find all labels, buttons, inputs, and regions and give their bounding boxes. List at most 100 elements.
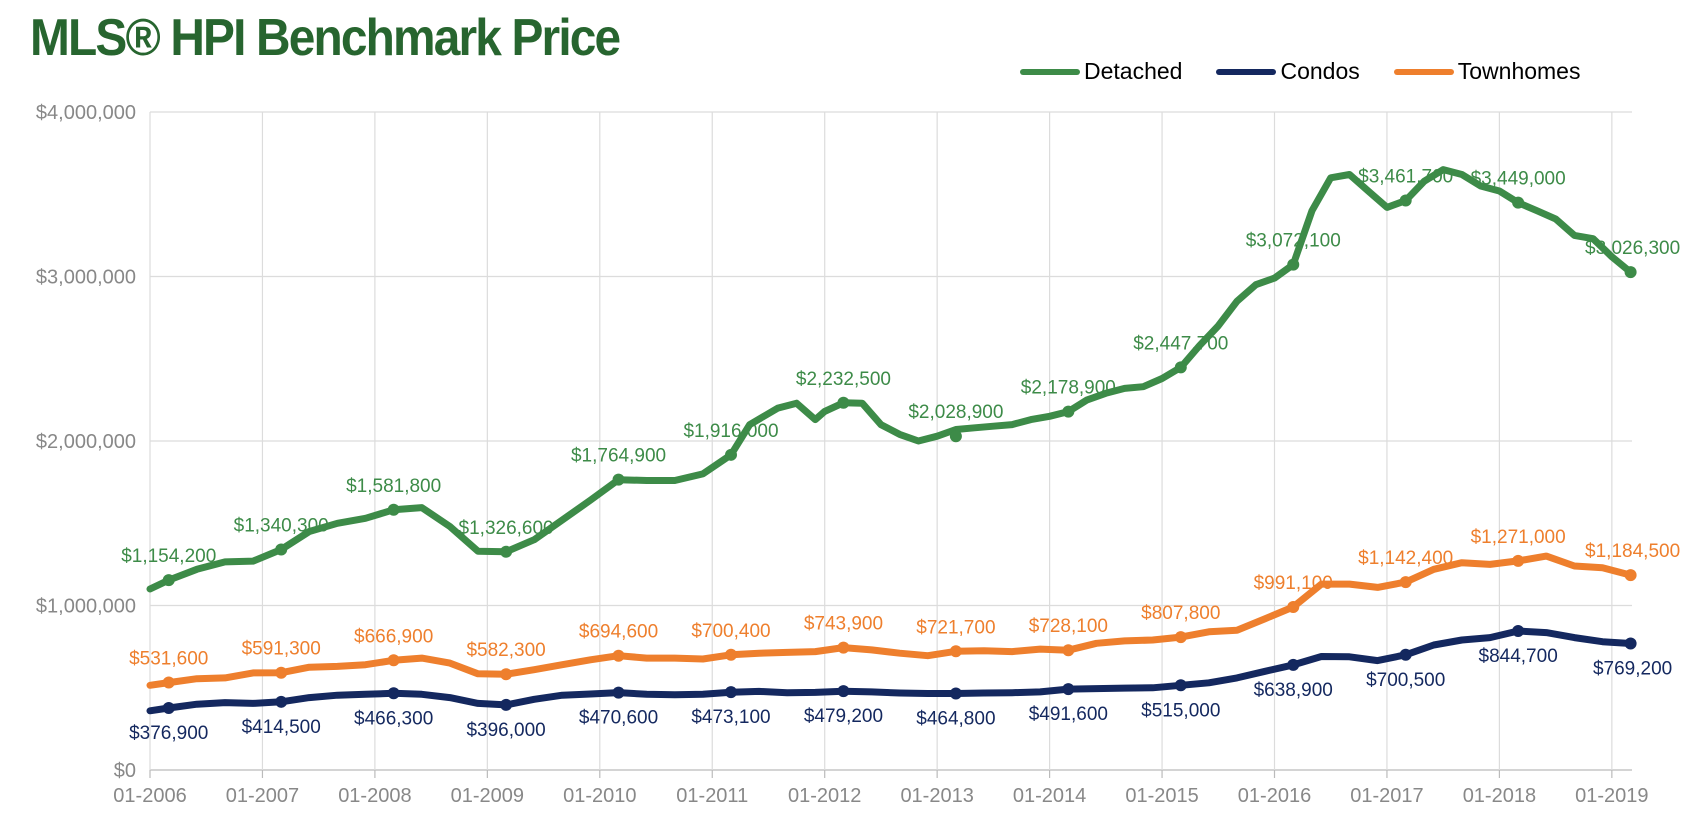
legend-label-detached: Detached (1084, 58, 1183, 84)
data-marker-condos (1062, 683, 1075, 696)
legend-swatch-detached (1020, 68, 1080, 75)
data-label-townhomes: $700,400 (691, 621, 770, 642)
series-line-townhomes (146, 552, 1635, 689)
data-marker-townhomes (837, 641, 850, 654)
data-marker-detached (500, 545, 513, 558)
data-marker-condos (500, 698, 513, 711)
data-label-detached: $1,326,600 (459, 518, 554, 539)
data-label-townhomes: $591,300 (242, 639, 321, 660)
data-label-townhomes: $807,800 (1141, 603, 1220, 624)
data-marker-townhomes (275, 666, 288, 679)
data-marker-detached (387, 503, 400, 516)
x-tick-label: 01-2013 (900, 785, 973, 807)
data-marker-detached (837, 396, 850, 409)
x-tick-label: 01-2010 (563, 785, 636, 807)
legend-item-condos: Condos (1216, 58, 1360, 85)
data-label-detached: $1,764,900 (571, 446, 666, 467)
data-marker-condos (837, 685, 850, 698)
data-marker-townhomes (387, 654, 400, 667)
data-label-townhomes: $728,100 (1029, 616, 1108, 637)
legend-item-detached: Detached (1020, 58, 1182, 85)
data-label-condos: $396,000 (466, 720, 545, 741)
data-label-condos: $491,600 (1029, 704, 1108, 725)
data-marker-townhomes (949, 645, 962, 658)
x-tick-label: 01-2007 (226, 785, 299, 807)
data-marker-condos (1287, 658, 1300, 671)
y-tick-label: $0 (114, 760, 136, 782)
data-label-condos: $700,500 (1366, 670, 1445, 691)
data-marker-condos (275, 695, 288, 708)
data-marker-detached (162, 574, 175, 587)
data-label-townhomes: $582,300 (466, 640, 545, 661)
x-tick-label: 01-2015 (1125, 785, 1198, 807)
data-label-condos: $638,900 (1254, 680, 1333, 701)
data-marker-townhomes (162, 676, 175, 689)
y-tick-label: $1,000,000 (36, 596, 136, 618)
data-marker-condos (1399, 648, 1412, 661)
data-label-townhomes: $694,600 (579, 622, 658, 643)
data-label-condos: $470,600 (579, 708, 658, 729)
data-marker-detached (1512, 196, 1525, 209)
chart-legend: Detached Condos Townhomes (1020, 58, 1614, 85)
data-marker-detached (1624, 266, 1637, 279)
data-marker-townhomes (1287, 600, 1300, 613)
x-tick-label: 01-2019 (1575, 785, 1648, 807)
legend-swatch-townhomes (1393, 68, 1454, 75)
x-tick-label: 01-2006 (113, 785, 186, 807)
data-marker-townhomes (1512, 554, 1525, 567)
data-marker-townhomes (724, 648, 737, 661)
data-label-detached: $2,028,900 (908, 402, 1003, 423)
x-tick-label: 01-2016 (1238, 785, 1311, 807)
data-marker-condos (949, 687, 962, 700)
data-marker-detached (724, 448, 737, 461)
data-label-condos: $844,700 (1479, 646, 1558, 667)
data-label-condos: $376,900 (129, 723, 208, 744)
x-tick-label: 01-2018 (1463, 785, 1536, 807)
data-marker-detached (1287, 258, 1300, 271)
data-marker-detached (1062, 405, 1075, 418)
data-marker-condos (612, 686, 625, 699)
data-marker-condos (1512, 625, 1525, 638)
data-label-detached: $3,461,700 (1358, 167, 1453, 188)
data-marker-detached (1174, 361, 1187, 374)
legend-item-townhomes: Townhomes (1393, 58, 1581, 85)
data-marker-condos (724, 686, 737, 699)
x-tick-label: 01-2017 (1350, 785, 1423, 807)
chart-title: MLS® HPI Benchmark Price (30, 9, 621, 67)
data-marker-detached (949, 430, 962, 443)
series-line-detached (146, 166, 1635, 593)
y-tick-label: $2,000,000 (36, 431, 136, 453)
data-label-detached: $3,072,100 (1246, 231, 1341, 252)
data-marker-condos (387, 687, 400, 700)
data-label-townhomes: $666,900 (354, 626, 433, 647)
data-marker-townhomes (1174, 631, 1187, 644)
data-label-detached: $1,916,000 (683, 421, 778, 442)
data-label-detached: $2,232,500 (796, 369, 891, 390)
data-marker-townhomes (1062, 644, 1075, 657)
data-label-detached: $3,449,000 (1471, 169, 1566, 190)
x-tick-label: 01-2008 (338, 785, 411, 807)
data-label-detached: $2,178,900 (1021, 378, 1116, 399)
data-marker-townhomes (1624, 569, 1637, 582)
data-marker-townhomes (500, 668, 513, 681)
data-marker-townhomes (1399, 576, 1412, 589)
data-label-condos: $479,200 (804, 706, 883, 727)
y-tick-label: $4,000,000 (36, 102, 136, 124)
data-label-detached: $3,026,300 (1585, 238, 1680, 259)
data-label-detached: $1,340,300 (234, 516, 329, 537)
data-label-townhomes: $531,600 (129, 649, 208, 670)
x-tick-label: 01-2011 (676, 785, 748, 807)
data-label-condos: $414,500 (242, 717, 321, 738)
legend-label-townhomes: Townhomes (1457, 58, 1581, 84)
data-label-detached: $2,447,700 (1133, 333, 1228, 354)
data-label-condos: $466,300 (354, 708, 433, 729)
data-marker-condos (1624, 637, 1637, 650)
data-label-condos: $473,100 (691, 707, 770, 728)
data-label-townhomes: $1,142,400 (1358, 548, 1453, 569)
data-label-condos: $769,200 (1593, 658, 1672, 679)
data-label-detached: $1,154,200 (121, 546, 216, 567)
data-label-detached: $1,581,800 (346, 476, 441, 497)
legend-label-condos: Condos (1280, 58, 1360, 84)
data-marker-detached (1399, 194, 1412, 207)
data-label-condos: $515,000 (1141, 700, 1220, 721)
